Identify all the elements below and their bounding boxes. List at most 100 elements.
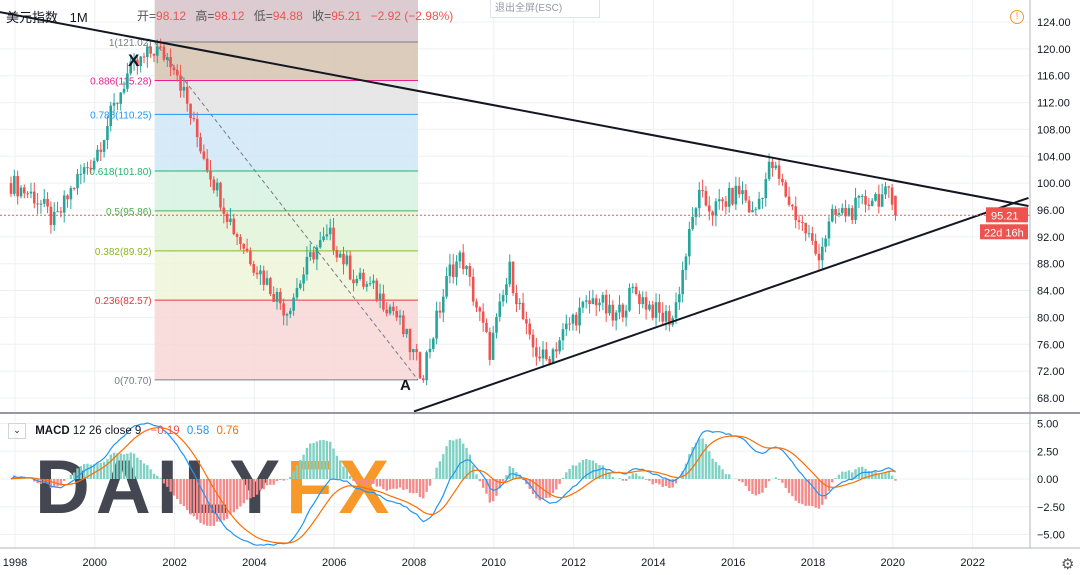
candle bbox=[255, 272, 259, 275]
candle bbox=[335, 250, 339, 258]
candle bbox=[734, 185, 738, 205]
macd-histogram-bar bbox=[362, 479, 365, 486]
macd-histogram-bar bbox=[854, 469, 857, 479]
macd-histogram-bar bbox=[149, 469, 152, 479]
candle bbox=[152, 53, 156, 56]
candle bbox=[757, 198, 761, 210]
price-tick-label: 104.00 bbox=[1037, 151, 1071, 163]
exit-fullscreen-button[interactable]: 退出全屏(ESC) bbox=[490, 0, 600, 18]
macd-histogram-bar bbox=[338, 460, 342, 479]
macd-histogram-bar bbox=[415, 479, 418, 493]
macd-histogram-bar bbox=[801, 479, 804, 505]
macd-histogram-bar bbox=[422, 479, 425, 499]
macd-histogram-bar bbox=[372, 479, 375, 484]
candle bbox=[86, 167, 89, 169]
symbol-name[interactable]: 美元指数 bbox=[6, 10, 59, 25]
macd-histogram-bar bbox=[721, 469, 724, 479]
macd-histogram-bar bbox=[186, 479, 189, 510]
macd-histogram-bar bbox=[305, 447, 309, 479]
macd-histogram-bar bbox=[781, 479, 784, 483]
timeframe[interactable]: 1M bbox=[69, 10, 88, 25]
candle bbox=[438, 310, 442, 313]
price-tick-label: 112.00 bbox=[1037, 98, 1070, 110]
macd-histogram-bar bbox=[488, 479, 492, 503]
candle bbox=[581, 301, 585, 308]
macd-histogram-bar bbox=[774, 477, 777, 479]
price-tick-label: 88.00 bbox=[1037, 259, 1065, 271]
chevron-down-icon[interactable]: ⌄ bbox=[8, 423, 26, 439]
candle bbox=[787, 196, 791, 205]
candle bbox=[638, 294, 641, 305]
candle bbox=[425, 352, 428, 381]
macd-histogram-bar bbox=[508, 466, 511, 479]
macd-histogram-bar bbox=[518, 474, 521, 479]
macd-histogram-bar bbox=[172, 479, 176, 496]
candle bbox=[601, 294, 605, 303]
candle bbox=[32, 191, 36, 204]
macd-signal-value: 0.76 bbox=[216, 425, 239, 438]
macd-histogram-bar bbox=[335, 455, 339, 479]
candle bbox=[465, 266, 468, 270]
candle bbox=[641, 297, 645, 305]
macd-histogram-bar bbox=[325, 440, 329, 479]
candle bbox=[205, 158, 209, 171]
macd-histogram-bar bbox=[342, 466, 345, 479]
macd-histogram-bar bbox=[718, 465, 721, 479]
candle bbox=[545, 349, 548, 359]
macd-histogram-bar bbox=[232, 479, 235, 513]
candle bbox=[837, 212, 841, 215]
candle bbox=[96, 149, 99, 161]
macd-histogram-bar bbox=[402, 479, 405, 490]
fib-band bbox=[154, 210, 418, 251]
candle bbox=[29, 191, 33, 194]
macd-histogram-bar bbox=[329, 441, 332, 479]
macd-histogram-bar bbox=[591, 460, 595, 479]
candle bbox=[588, 300, 591, 305]
low-label: 低= bbox=[253, 9, 273, 23]
candle bbox=[870, 200, 874, 206]
gear-icon[interactable]: ⚙ bbox=[1061, 556, 1075, 573]
candle bbox=[644, 297, 648, 310]
candle bbox=[109, 105, 113, 127]
macd-histogram-bar bbox=[418, 479, 422, 498]
candle bbox=[385, 309, 389, 314]
macd-histogram-bar bbox=[455, 439, 458, 479]
candle bbox=[844, 207, 847, 217]
fib-extension-band bbox=[154, 0, 418, 43]
candle bbox=[857, 195, 861, 198]
candle bbox=[106, 126, 109, 141]
candle bbox=[202, 151, 206, 159]
price-tick-label: 100.00 bbox=[1037, 178, 1071, 190]
candle bbox=[521, 302, 525, 320]
candle bbox=[275, 291, 279, 302]
macd-histogram-bar bbox=[754, 479, 758, 496]
candle bbox=[491, 332, 495, 360]
candle bbox=[797, 220, 801, 223]
macd-histogram-bar bbox=[322, 440, 325, 479]
macd-histogram-bar bbox=[688, 454, 691, 479]
candle bbox=[368, 283, 372, 285]
candle bbox=[26, 193, 29, 195]
candle bbox=[594, 298, 598, 306]
candle bbox=[388, 306, 392, 314]
macd-histogram-bar bbox=[834, 477, 837, 479]
warning-circle-icon[interactable]: ! bbox=[1010, 10, 1024, 24]
macd-histogram-bar bbox=[458, 438, 462, 479]
candle bbox=[415, 349, 418, 353]
candle bbox=[887, 186, 891, 188]
macd-histogram-bar bbox=[348, 475, 352, 479]
macd-histogram-bar bbox=[624, 479, 628, 481]
macd-histogram-bar bbox=[315, 441, 319, 479]
watermark-daily: DAILY bbox=[35, 445, 286, 530]
fib-band bbox=[154, 171, 418, 211]
candle bbox=[468, 266, 472, 277]
point-x-label: X bbox=[128, 51, 140, 70]
candle bbox=[89, 167, 93, 170]
candle bbox=[441, 296, 445, 313]
time-tick-label: 2004 bbox=[242, 557, 266, 569]
candle bbox=[518, 302, 522, 305]
macd-histogram-bar bbox=[279, 479, 282, 480]
macd-histogram-bar bbox=[604, 470, 608, 479]
macd-histogram-bar bbox=[535, 479, 538, 499]
